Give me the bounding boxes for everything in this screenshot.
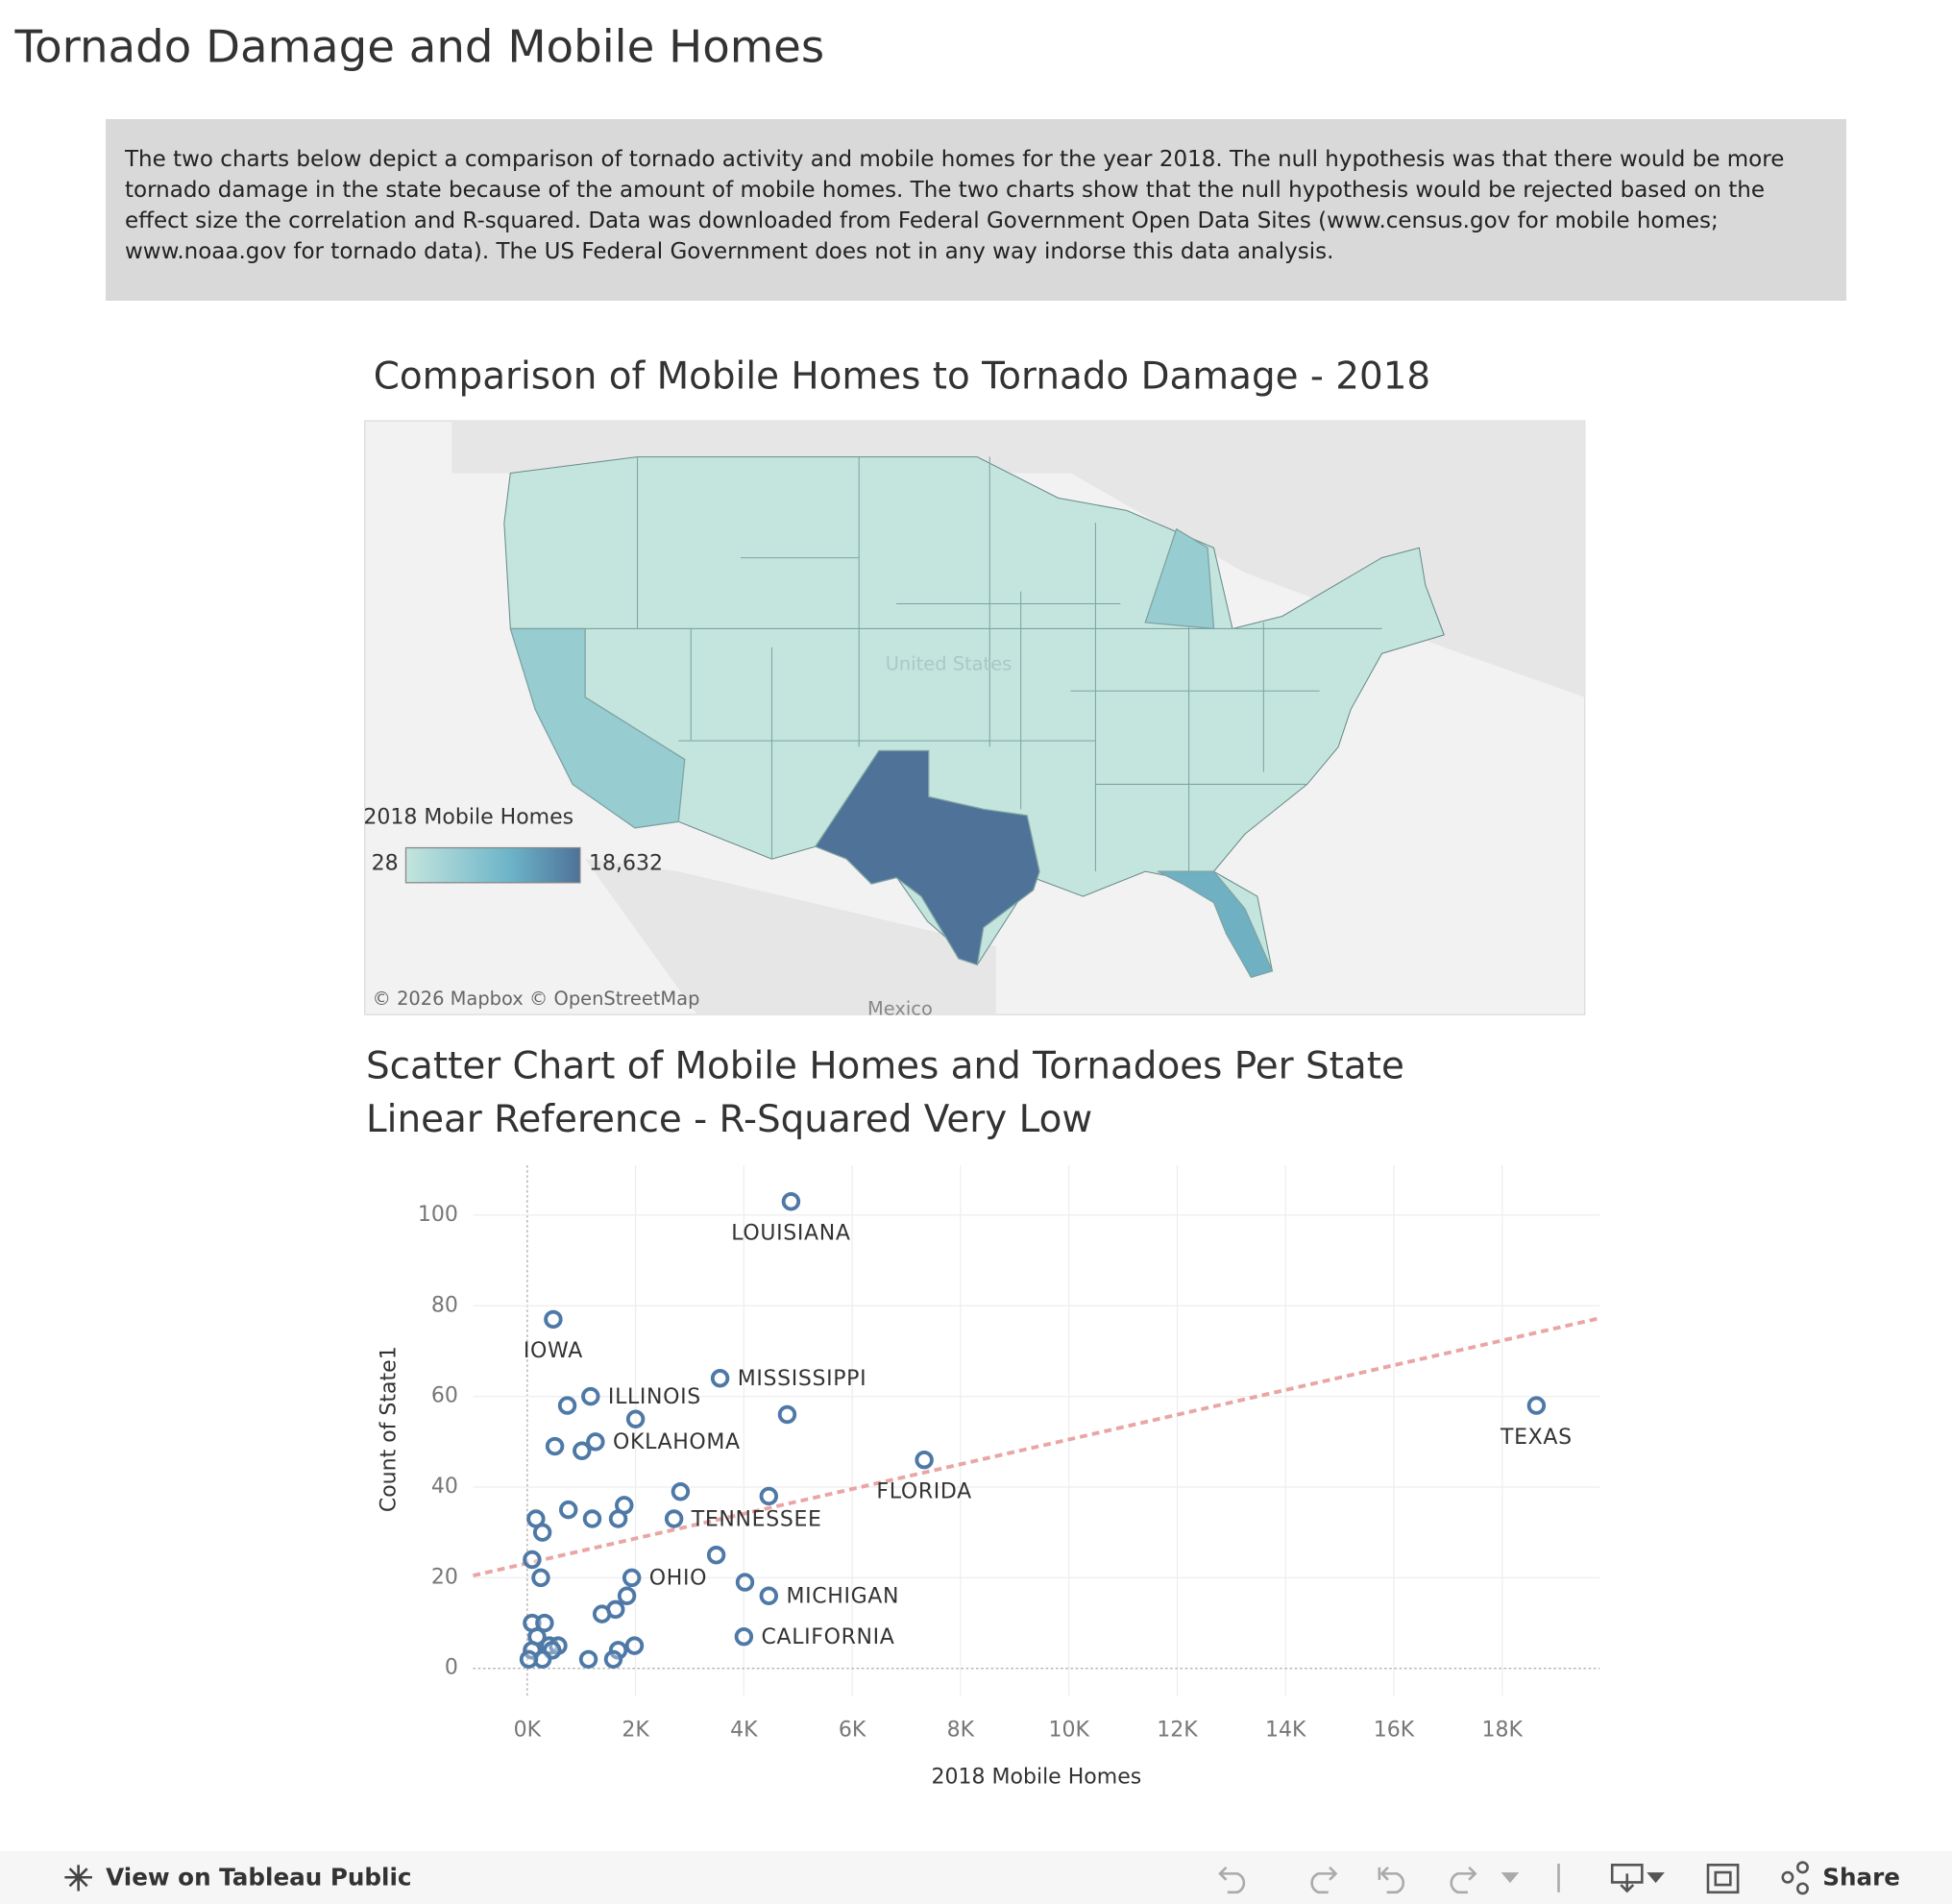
point bbox=[586, 1432, 605, 1452]
point-label: LOUISIANA bbox=[731, 1221, 850, 1245]
point bbox=[734, 1626, 754, 1647]
point-label: IOWA bbox=[524, 1339, 583, 1363]
share-button[interactable]: Share bbox=[1822, 1864, 1900, 1892]
state-michigan bbox=[1144, 527, 1215, 630]
trend-line bbox=[473, 1316, 1600, 1578]
y-axis-title: Count of State1 bbox=[378, 1346, 402, 1512]
point bbox=[759, 1586, 779, 1605]
legend-bar bbox=[404, 846, 581, 884]
page-title: Tornado Damage and Mobile Homes bbox=[14, 21, 825, 73]
y-tick-label: 100 bbox=[418, 1203, 458, 1227]
x-tick-label: 10K bbox=[1048, 1718, 1089, 1742]
place-label: United States bbox=[886, 653, 1013, 675]
point bbox=[523, 1550, 542, 1570]
point-label: FLORIDA bbox=[876, 1479, 971, 1503]
point-label: OKLAHOMA bbox=[613, 1430, 741, 1454]
x-axis-title: 2018 Mobile Homes bbox=[931, 1766, 1141, 1790]
point bbox=[608, 1641, 628, 1660]
point bbox=[608, 1509, 628, 1528]
x-tick-label: 14K bbox=[1265, 1718, 1306, 1742]
scatter-title: Scatter Chart of Mobile Homes and Tornad… bbox=[366, 1044, 1404, 1087]
map: United States Mexico © 2026 Mapbox © OpenS… bbox=[363, 421, 1585, 1020]
x-tick-label: 16K bbox=[1374, 1718, 1415, 1742]
point-label: MICHIGAN bbox=[786, 1585, 899, 1609]
point-label: MISSISSIPPI bbox=[738, 1367, 867, 1391]
point bbox=[581, 1386, 600, 1406]
point bbox=[544, 1309, 563, 1330]
point bbox=[617, 1586, 637, 1605]
x-tick-label: 6K bbox=[839, 1718, 866, 1742]
point bbox=[735, 1573, 755, 1592]
point bbox=[710, 1369, 730, 1388]
point bbox=[624, 1636, 645, 1655]
point bbox=[625, 1409, 646, 1428]
y-tick-label: 40 bbox=[431, 1475, 458, 1499]
point bbox=[535, 1613, 554, 1633]
point bbox=[573, 1441, 592, 1460]
x-tick-label: 8K bbox=[947, 1718, 975, 1742]
tableau-icon[interactable] bbox=[64, 1865, 92, 1892]
point-label: OHIO bbox=[649, 1567, 707, 1591]
x-tick-label: 4K bbox=[730, 1718, 758, 1742]
land bbox=[585, 859, 996, 1015]
state-california bbox=[509, 627, 686, 829]
point bbox=[558, 1500, 578, 1520]
legend-min: 28 bbox=[372, 851, 399, 875]
point-label: CALIFORNIA bbox=[762, 1625, 895, 1649]
attribution: © 2026 Mapbox © OpenStreetMap bbox=[372, 988, 699, 1010]
point bbox=[519, 1649, 539, 1670]
toolbar-icons[interactable] bbox=[1218, 1861, 1809, 1895]
point bbox=[671, 1482, 691, 1501]
legend-max: 18,632 bbox=[589, 851, 663, 875]
state-texas bbox=[814, 749, 1040, 966]
land bbox=[451, 421, 1585, 697]
point bbox=[578, 1649, 598, 1670]
y-tick-label: 0 bbox=[445, 1656, 458, 1680]
point bbox=[603, 1649, 623, 1670]
point bbox=[592, 1604, 612, 1623]
x-tick-label: 2K bbox=[622, 1718, 649, 1742]
x-tick-label: 0K bbox=[514, 1718, 542, 1742]
point bbox=[759, 1486, 779, 1506]
point bbox=[1526, 1396, 1547, 1415]
point bbox=[622, 1568, 642, 1588]
legend-title: 2018 Mobile Homes bbox=[363, 805, 573, 829]
point bbox=[915, 1450, 934, 1470]
x-tick-label: 12K bbox=[1157, 1718, 1198, 1742]
point bbox=[545, 1436, 565, 1456]
scatter: 0K 2K 4K 6K 8K 10K 12K 14K 16K 18K 0 20 40 60 80 100 201… bbox=[378, 1164, 1600, 1790]
point bbox=[781, 1192, 801, 1211]
point bbox=[531, 1568, 550, 1588]
point-label: ILLINOIS bbox=[608, 1385, 701, 1409]
state-florida bbox=[1157, 870, 1274, 979]
view-link[interactable]: View on Tableau Public bbox=[106, 1864, 411, 1892]
y-tick-label: 80 bbox=[431, 1293, 458, 1317]
point bbox=[557, 1396, 577, 1415]
point-label: TENNESSEE bbox=[691, 1507, 822, 1531]
map-title: Comparison of Mobile Homes to Tornado Da… bbox=[374, 354, 1430, 398]
x-tick-label: 18K bbox=[1482, 1718, 1524, 1742]
place-label: Mexico bbox=[867, 998, 933, 1020]
y-tick-label: 20 bbox=[431, 1565, 458, 1589]
point-label: TEXAS bbox=[1500, 1426, 1573, 1450]
scatter-subtitle: Linear Reference - R-Squared Very Low bbox=[366, 1098, 1092, 1141]
point bbox=[706, 1546, 726, 1565]
point bbox=[582, 1509, 602, 1528]
description: The two charts below depict a comparison… bbox=[106, 119, 1846, 301]
point bbox=[777, 1404, 797, 1425]
point bbox=[664, 1509, 684, 1528]
point bbox=[532, 1523, 552, 1542]
y-tick-label: 60 bbox=[431, 1384, 458, 1408]
